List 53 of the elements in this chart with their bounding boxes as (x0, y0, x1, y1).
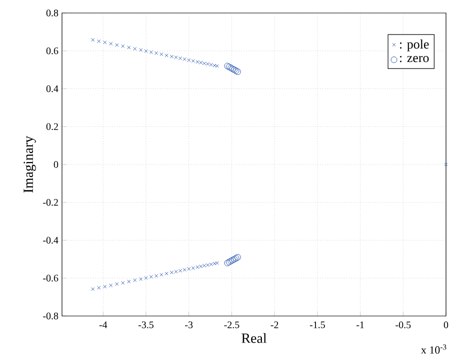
point (127, 46, 131, 50)
y-tick-label: -0.2 (43, 198, 58, 206)
x-tick-label: -3.5 (138, 322, 154, 328)
y-tick-label: 0.2 (46, 123, 58, 130)
x-tick-label: -3 (185, 322, 193, 328)
point (133, 278, 137, 282)
point (206, 263, 210, 267)
y-tick-label: 0.8 (46, 10, 58, 16)
y-tick-label: 0.6 (46, 48, 58, 54)
point (199, 264, 203, 268)
point (212, 262, 216, 266)
point (209, 262, 213, 266)
point (202, 62, 206, 66)
point (212, 64, 216, 68)
y-tick-label: -0.6 (43, 274, 58, 282)
point (121, 44, 125, 48)
x-tick-label: 0 (444, 322, 448, 328)
text: x 10$^{-3}$ (421, 344, 446, 354)
point (199, 60, 203, 64)
point (178, 56, 182, 60)
point (109, 284, 113, 288)
x-tick-label: -2.5 (224, 322, 240, 328)
x-tick-label: -1.5 (310, 322, 325, 328)
point (97, 39, 101, 44)
point (209, 62, 213, 67)
x-tick-label: -0.5 (396, 322, 411, 328)
point (91, 38, 95, 42)
point (206, 62, 210, 66)
legend-label: : pole (400, 40, 429, 52)
y-tick-label: 0.4 (46, 85, 58, 92)
point (115, 43, 119, 47)
point (127, 280, 131, 284)
x-tick-label: -2 (270, 322, 278, 328)
point (121, 281, 125, 285)
point (215, 261, 219, 265)
legend-label: : zero (400, 56, 429, 62)
point (103, 284, 107, 288)
point (215, 64, 219, 68)
y-tick-label: 0 (54, 161, 58, 168)
y-tick-label: -0.4 (43, 236, 58, 244)
point (103, 40, 107, 44)
x-tick-label: -4 (99, 322, 108, 328)
y-axis-title: Imaginary (24, 136, 36, 193)
point (109, 42, 113, 46)
point (91, 287, 95, 291)
x-tick-label: -1 (356, 322, 364, 328)
y-tick-label: -0.8 (43, 312, 58, 320)
x-axis-title: Real (242, 333, 267, 343)
point (115, 282, 119, 286)
point (202, 264, 206, 268)
point (133, 46, 137, 51)
point (178, 268, 182, 273)
point (97, 286, 101, 290)
